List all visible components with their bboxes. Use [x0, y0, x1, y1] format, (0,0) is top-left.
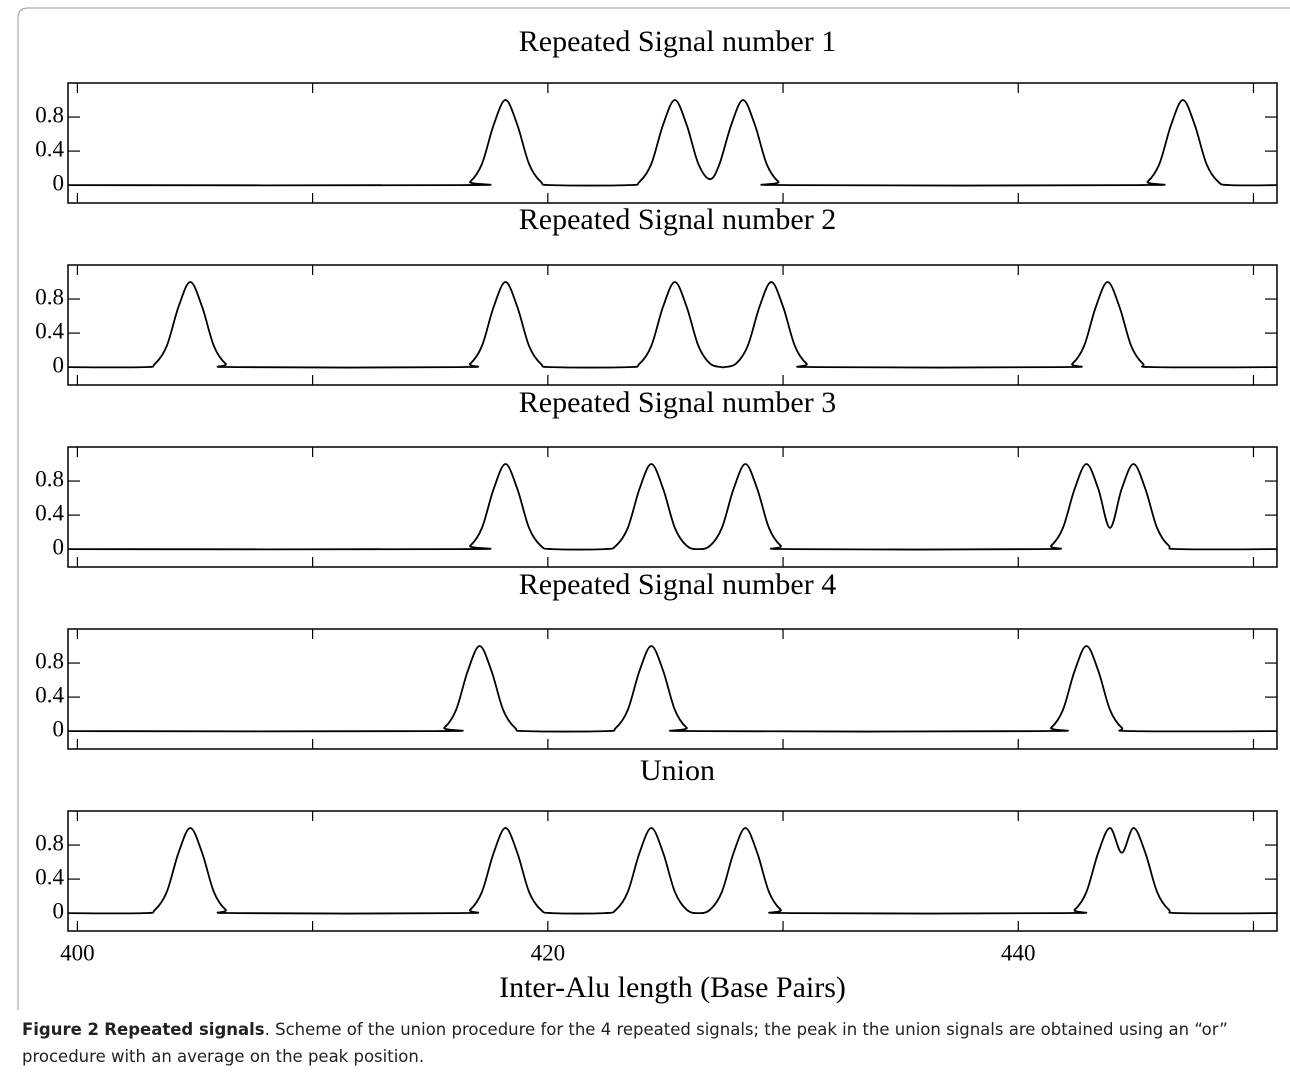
chart-title: Union	[640, 754, 715, 787]
signal-line	[67, 463, 1278, 551]
chart: Repeated Signal number 1 0 0.4 0.8 Repeated …	[17, 7, 1290, 1010]
chart-title: Repeated Signal number 4	[519, 568, 836, 601]
chart-title: Repeated Signal number 1	[519, 25, 836, 58]
y-tick-label: 0.4	[35, 318, 64, 343]
signal-line	[67, 827, 1278, 915]
y-tick-label: 0	[53, 898, 65, 923]
signal-line	[67, 645, 1278, 733]
y-tick-label: 0	[53, 352, 65, 377]
figure-border	[17, 7, 1290, 1010]
x-tick-label: 400	[60, 940, 95, 965]
chart-title: Repeated Signal number 3	[519, 386, 836, 419]
y-tick-label: 0.4	[35, 136, 64, 161]
x-axis-label: Inter-Alu length (Base Pairs)	[499, 971, 846, 1004]
caption-title: Repeated signals	[104, 1020, 265, 1039]
plot-frame	[67, 628, 1278, 750]
y-tick-label: 0.4	[35, 682, 64, 707]
y-tick-label: 0.8	[35, 648, 64, 673]
chart-title: Repeated Signal number 2	[519, 203, 836, 236]
y-tick-label: 0	[53, 716, 65, 741]
plot-frame	[67, 810, 1278, 932]
y-tick-label: 0.8	[35, 102, 64, 127]
y-tick-label: 0.8	[35, 284, 64, 309]
y-tick-label: 0.8	[35, 830, 64, 855]
x-tick-label: 440	[1001, 940, 1036, 965]
y-tick-label: 0	[53, 534, 65, 559]
plot-frame	[67, 446, 1278, 568]
plot-frame	[67, 82, 1278, 204]
y-tick-label: 0.8	[35, 466, 64, 491]
x-tick-label: 420	[531, 940, 566, 965]
plot-frame	[67, 264, 1278, 386]
signal-line	[67, 99, 1278, 187]
caption-label: Figure 2	[22, 1020, 100, 1039]
y-tick-label: 0.4	[35, 500, 64, 525]
caption: Figure 2 Repeated signals. Scheme of the…	[22, 1016, 1272, 1070]
y-tick-label: 0	[53, 170, 65, 195]
signal-line	[67, 281, 1278, 369]
y-tick-label: 0.4	[35, 864, 64, 889]
caption-text: . Scheme of the union procedure for the …	[22, 1020, 1228, 1066]
